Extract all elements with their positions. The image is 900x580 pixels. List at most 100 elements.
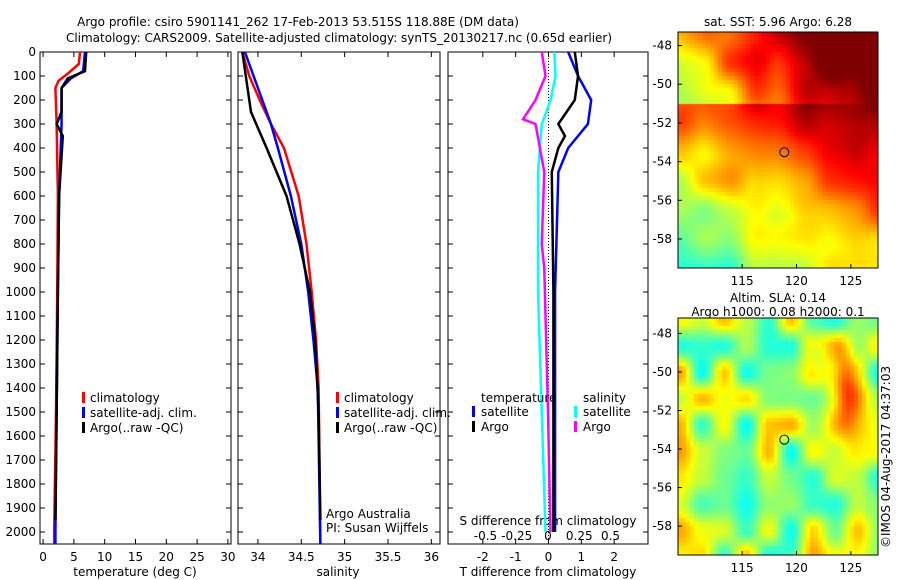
x-tick-label: 1 [578,550,586,564]
legend-label: climatology [90,391,160,405]
x-tick-label: 5 [70,550,78,564]
credit-text: ©IMOS 04-Aug-2017 04:37:03 [879,366,893,548]
series-s-satellite [536,51,557,533]
legend-swatch [574,421,577,432]
y-tick-label: 2000 [5,525,36,539]
temperature-xlabel: temperature (deg C) [73,565,196,579]
legend-label: temperature [481,391,556,405]
x2-tick-label: 0.5 [601,529,620,543]
lon-tick-label: 120 [785,274,808,288]
series-satellite-adj-clim- [54,51,87,544]
legend-label: salinity [583,391,626,405]
y-tick-label: 900 [13,261,36,275]
x-tick-label: 25 [189,550,204,564]
legend-swatch [472,406,475,417]
x-tick-label: 15 [128,550,143,564]
legend-label: satellite [583,405,631,419]
series-argo-raw-qc- [241,51,322,521]
x-tick-label: -1 [510,550,522,564]
legend-swatch [336,407,339,418]
x-tick-label: 35 [337,550,352,564]
lat-tick-label: -58 [652,519,672,533]
lat-tick-label: -54 [652,155,672,169]
y-tick-label: 1200 [5,333,36,347]
legend-swatch [82,407,85,418]
lon-tick-label: 115 [731,274,754,288]
legend-label: Argo(..raw -QC) [344,421,437,435]
sst-map-frame [677,31,879,269]
x-tick-label: 34.5 [288,550,315,564]
lon-tick-label: 120 [785,561,808,575]
lat-tick-label: -50 [652,365,672,379]
lat-tick-label: -52 [652,403,672,417]
series-s-argo [521,51,552,533]
y-tick-label: 200 [13,93,36,107]
sst-map-image [678,32,878,268]
argo-location-marker [779,434,790,445]
y-tick-label: 1800 [5,477,36,491]
x-tick-label: 34 [250,550,265,564]
salinity-axes-box [237,51,441,545]
y-tick-label: 500 [13,165,36,179]
series-argo-raw-qc- [54,51,88,521]
lat-tick-label: -48 [652,326,672,340]
lat-tick-label: -58 [652,232,672,246]
y-tick-label: 0 [28,45,36,59]
legend-label: satellite [481,405,529,419]
legend-label: satellite-adj. clim. [90,406,197,420]
argo-location-marker [779,147,790,158]
lat-tick-label: -52 [652,116,672,130]
tdiff-xlabel: T difference from climatology [459,565,637,579]
title-line1: Argo profile: csiro 5901141_262 17-Feb-2… [77,15,519,29]
y-tick-label: 700 [13,213,36,227]
y-tick-label: 800 [13,237,36,251]
y-tick-label: 1700 [5,453,36,467]
series-t-satellite [553,51,593,532]
x-tick-label: 0 [545,550,553,564]
y-tick-label: 300 [13,117,36,131]
y-tick-label: 1500 [5,405,36,419]
y-tick-label: 1000 [5,285,36,299]
temperature-axes-box [39,51,232,545]
legend-label: Argo(..raw -QC) [90,421,183,435]
legend-swatch [336,422,339,433]
x-tick-label: 2 [610,550,618,564]
legend-swatch [82,422,85,433]
legend-label: climatology [344,391,414,405]
annotation-line1: Argo Australia [326,507,411,521]
x-tick-label: 36 [424,550,439,564]
lat-tick-label: -56 [652,481,672,495]
legend-label: Argo [583,420,611,434]
lat-tick-label: -48 [652,39,672,53]
x-tick-label: 0 [39,550,47,564]
annotation-line2: PI: Susan Wijffels [326,521,428,535]
x-tick-label: 10 [97,550,112,564]
sla-map-title-1: Altim. SLA: 0.14 [730,291,826,305]
y-tick-label: 1900 [5,501,36,515]
salinity-xlabel: salinity [316,565,359,579]
lat-tick-label: -54 [652,442,672,456]
legend-swatch [472,421,475,432]
x2-tick-label: -0.5 [474,529,497,543]
lon-tick-label: 125 [839,274,862,288]
y-tick-label: 400 [13,141,36,155]
y-tick-label: 1600 [5,429,36,443]
y-tick-label: 1100 [5,309,36,323]
series-t-argo [550,51,580,532]
lat-tick-label: -50 [652,77,672,91]
x2-tick-label: -0.25 [501,529,532,543]
x-tick-label: -2 [477,550,489,564]
x-tick-label: 30 [220,550,235,564]
sla-map-frame [677,317,879,556]
y-tick-label: 1400 [5,381,36,395]
y-tick-label: 100 [13,69,36,83]
legend-swatch [82,392,85,403]
y-tick-label: 1300 [5,357,36,371]
x2-tick-label: 0.25 [566,529,593,543]
lat-tick-label: -56 [652,193,672,207]
legend-swatch [336,392,339,403]
title-line2: Climatology: CARS2009. Satellite-adjuste… [66,31,612,45]
sla-map-image [678,318,878,555]
